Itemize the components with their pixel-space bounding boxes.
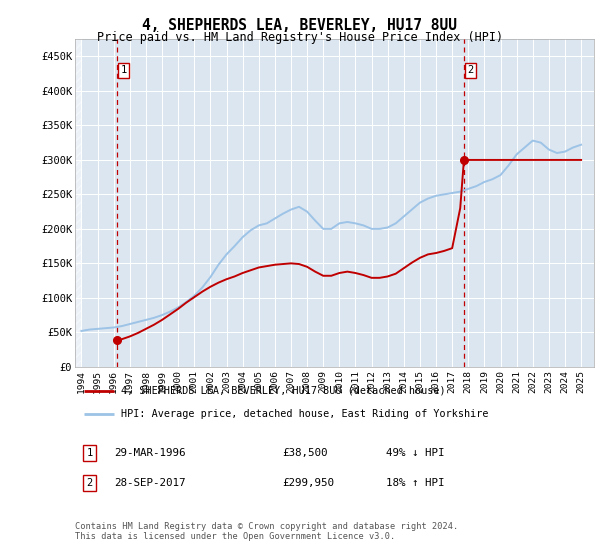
Text: 1: 1 (86, 449, 92, 458)
Text: 4, SHEPHERDS LEA, BEVERLEY, HU17 8UU (detached house): 4, SHEPHERDS LEA, BEVERLEY, HU17 8UU (de… (121, 386, 445, 396)
Bar (75, 39, 82, 367)
Text: 29-MAR-1996: 29-MAR-1996 (114, 449, 185, 458)
Text: 18% ↑ HPI: 18% ↑ HPI (386, 478, 445, 488)
Text: 2: 2 (467, 66, 473, 76)
Text: Price paid vs. HM Land Registry's House Price Index (HPI): Price paid vs. HM Land Registry's House … (97, 31, 503, 44)
Text: Contains HM Land Registry data © Crown copyright and database right 2024.
This d: Contains HM Land Registry data © Crown c… (75, 522, 458, 542)
Text: £299,950: £299,950 (283, 478, 335, 488)
Text: 1: 1 (121, 66, 127, 76)
Text: 49% ↓ HPI: 49% ↓ HPI (386, 449, 445, 458)
Text: 2: 2 (86, 478, 92, 488)
Text: 28-SEP-2017: 28-SEP-2017 (114, 478, 185, 488)
Text: 4, SHEPHERDS LEA, BEVERLEY, HU17 8UU: 4, SHEPHERDS LEA, BEVERLEY, HU17 8UU (143, 18, 458, 33)
Text: HPI: Average price, detached house, East Riding of Yorkshire: HPI: Average price, detached house, East… (121, 409, 488, 419)
Text: £38,500: £38,500 (283, 449, 328, 458)
